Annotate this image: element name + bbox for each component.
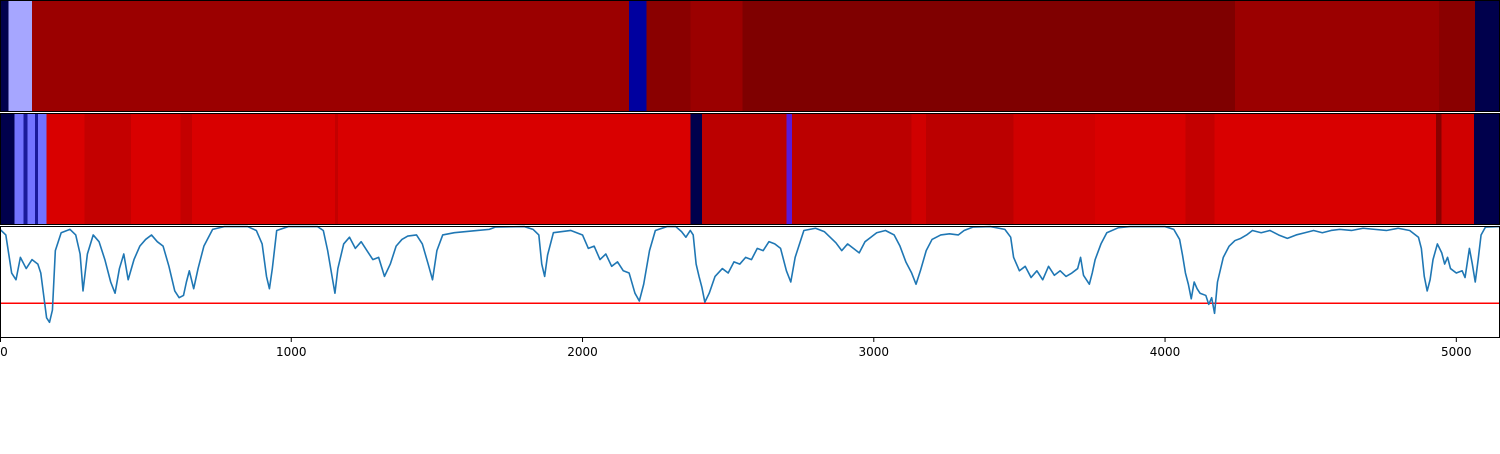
heatmap-segment xyxy=(27,113,36,225)
heatmap-segment xyxy=(8,0,33,112)
heatmap-segment xyxy=(1438,0,1476,112)
x-tick-label: 4000 xyxy=(1150,345,1181,359)
heatmap-segment xyxy=(0,113,16,225)
x-tick-label: 2000 xyxy=(567,345,598,359)
series-line xyxy=(0,225,1500,324)
heatmap-segment xyxy=(690,0,744,112)
heatmap-segment xyxy=(690,113,703,225)
heatmap-segment xyxy=(32,0,630,112)
heatmap-segment xyxy=(337,113,691,225)
heatmap-segment xyxy=(334,113,339,225)
heatmap-segment xyxy=(180,113,193,225)
heatmap-track-1 xyxy=(0,0,1500,112)
heatmap-segment xyxy=(1234,0,1440,112)
heatmap-track-2 xyxy=(0,113,1500,225)
heatmap-segment xyxy=(34,113,39,225)
heatmap-segment xyxy=(792,113,913,225)
heatmap-segment xyxy=(1475,0,1500,112)
x-tick-label: 1000 xyxy=(276,345,307,359)
heatmap-segment xyxy=(701,113,787,225)
x-axis: 0 1000 2000 3000 4000 5000 xyxy=(0,338,1472,359)
heatmap-segment xyxy=(1473,113,1500,225)
heatmap-segment xyxy=(911,113,927,225)
line-panel-background xyxy=(0,226,1500,338)
x-tick-label: 3000 xyxy=(859,345,890,359)
heatmap-segment xyxy=(646,0,691,112)
heatmap-segment xyxy=(629,0,648,112)
heatmap-segment xyxy=(786,113,793,225)
heatmap-segment xyxy=(192,113,336,225)
heatmap-segment xyxy=(46,113,85,225)
heatmap-tracks xyxy=(0,0,1500,225)
heatmap-segment xyxy=(23,113,29,225)
heatmap-segment xyxy=(742,0,1236,112)
heatmap-segment xyxy=(1214,113,1437,225)
heatmap-segment xyxy=(1185,113,1216,225)
heatmap-segment xyxy=(84,113,132,225)
heatmap-segment xyxy=(1435,113,1443,225)
x-tick-label: 5000 xyxy=(1441,345,1472,359)
heatmap-segment xyxy=(131,113,182,225)
heatmap-segment xyxy=(1013,113,1096,225)
heatmap-segment xyxy=(14,113,24,225)
heatmap-segment xyxy=(1441,113,1475,225)
heatmap-segment xyxy=(0,0,10,112)
heatmap-segment xyxy=(37,113,48,225)
heatmap-segment xyxy=(1095,113,1186,225)
x-tick-label: 0 xyxy=(0,345,8,359)
line-panel xyxy=(0,225,1500,338)
heatmap-segment xyxy=(926,113,1015,225)
